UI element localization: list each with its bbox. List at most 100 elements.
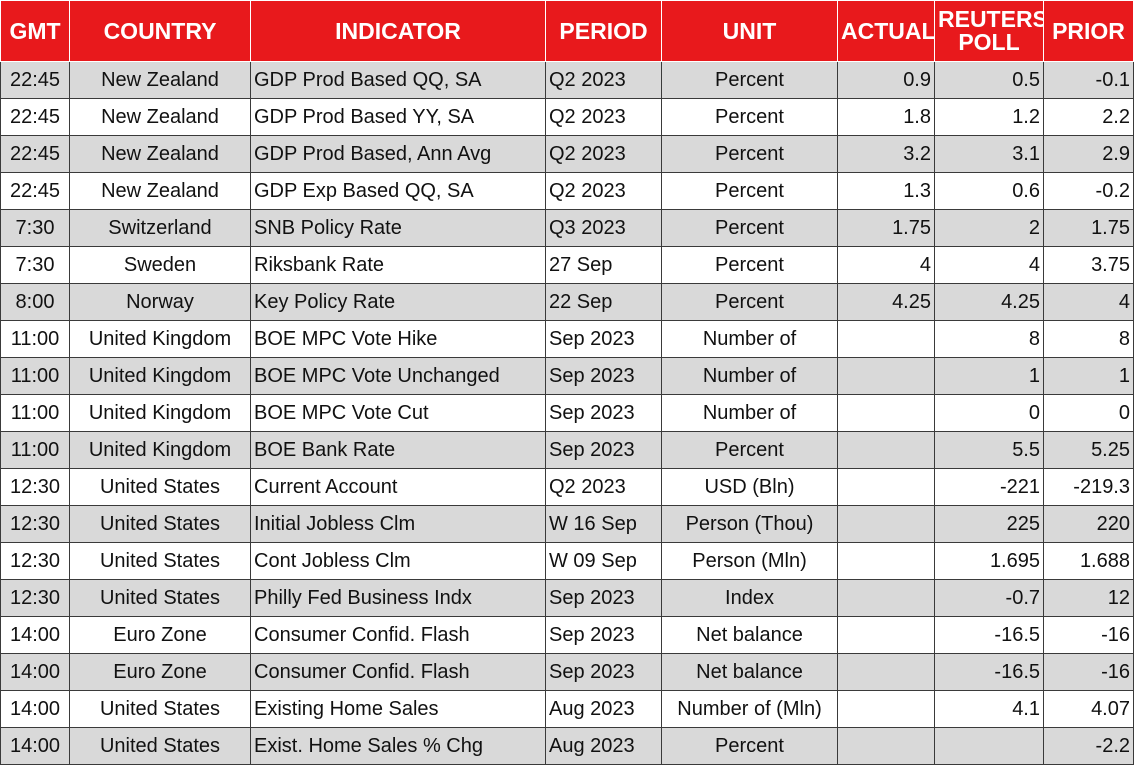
cell-actual xyxy=(837,579,935,617)
cell-prior: -16 xyxy=(1043,616,1134,654)
cell-actual xyxy=(837,616,935,654)
cell-prior: 12 xyxy=(1043,579,1134,617)
cell-country: New Zealand xyxy=(69,135,251,173)
cell-reuters-poll: 8 xyxy=(934,320,1044,358)
cell-country: United Kingdom xyxy=(69,431,251,469)
cell-indicator: GDP Exp Based QQ, SA xyxy=(250,172,546,210)
cell-unit: Percent xyxy=(661,135,838,173)
cell-reuters-poll: 2 xyxy=(934,209,1044,247)
cell-indicator: Consumer Confid. Flash xyxy=(250,653,546,691)
cell-prior: 0 xyxy=(1043,394,1134,432)
cell-indicator: GDP Prod Based YY, SA xyxy=(250,98,546,136)
header-unit: UNIT xyxy=(661,0,838,62)
cell-country: United Kingdom xyxy=(69,357,251,395)
cell-gmt: 12:30 xyxy=(0,468,70,506)
cell-actual xyxy=(837,431,935,469)
cell-gmt: 7:30 xyxy=(0,246,70,284)
cell-gmt: 12:30 xyxy=(0,542,70,580)
header-actual: ACTUAL xyxy=(837,0,935,62)
cell-prior: -2.2 xyxy=(1043,727,1134,765)
cell-unit: Percent xyxy=(661,283,838,321)
cell-prior: 8 xyxy=(1043,320,1134,358)
cell-prior: -0.2 xyxy=(1043,172,1134,210)
cell-gmt: 22:45 xyxy=(0,135,70,173)
cell-reuters-poll: 1.695 xyxy=(934,542,1044,580)
cell-reuters-poll: 4.1 xyxy=(934,690,1044,728)
cell-gmt: 12:30 xyxy=(0,579,70,617)
cell-gmt: 22:45 xyxy=(0,172,70,210)
cell-unit: Number of (Mln) xyxy=(661,690,838,728)
cell-unit: Percent xyxy=(661,246,838,284)
cell-unit: Person (Thou) xyxy=(661,505,838,543)
cell-reuters-poll: 0.6 xyxy=(934,172,1044,210)
cell-unit: Percent xyxy=(661,172,838,210)
cell-gmt: 14:00 xyxy=(0,616,70,654)
cell-reuters-poll: 1.2 xyxy=(934,98,1044,136)
cell-period: Q2 2023 xyxy=(545,172,662,210)
table-row: 22:45 New Zealand GDP Prod Based QQ, SA Q2 … xyxy=(0,61,1134,99)
cell-unit: Percent xyxy=(661,98,838,136)
cell-prior: 4.07 xyxy=(1043,690,1134,728)
table-row: 7:30 Switzerland SNB Policy Rate Q3 2023 Per… xyxy=(0,209,1134,247)
header-poll-line2: POLL xyxy=(958,29,1020,55)
cell-period: Sep 2023 xyxy=(545,616,662,654)
cell-indicator: Exist. Home Sales % Chg xyxy=(250,727,546,765)
cell-country: Sweden xyxy=(69,246,251,284)
table-row: 22:45 New Zealand GDP Exp Based QQ, SA Q2 2… xyxy=(0,172,1134,210)
cell-country: United States xyxy=(69,505,251,543)
table-row: 12:30 United States Current Account Q2 2023… xyxy=(0,468,1134,506)
header-period: PERIOD xyxy=(545,0,662,62)
cell-country: United States xyxy=(69,468,251,506)
cell-prior: -219.3 xyxy=(1043,468,1134,506)
cell-actual xyxy=(837,394,935,432)
cell-indicator: Cont Jobless Clm xyxy=(250,542,546,580)
cell-actual: 1.75 xyxy=(837,209,935,247)
cell-prior: 1 xyxy=(1043,357,1134,395)
cell-actual: 0.9 xyxy=(837,61,935,99)
cell-actual xyxy=(837,468,935,506)
cell-unit: Number of xyxy=(661,394,838,432)
header-row: GMT COUNTRY INDICATOR PERIOD UNIT ACTUAL… xyxy=(0,0,1134,62)
cell-gmt: 14:00 xyxy=(0,653,70,691)
table-row: 22:45 New Zealand GDP Prod Based YY, SA Q2 … xyxy=(0,98,1134,136)
cell-gmt: 11:00 xyxy=(0,320,70,358)
cell-period: W 09 Sep xyxy=(545,542,662,580)
cell-gmt: 7:30 xyxy=(0,209,70,247)
cell-actual: 3.2 xyxy=(837,135,935,173)
cell-unit: USD (Bln) xyxy=(661,468,838,506)
cell-country: New Zealand xyxy=(69,172,251,210)
cell-period: Sep 2023 xyxy=(545,394,662,432)
cell-actual: 1.8 xyxy=(837,98,935,136)
table-row: 11:00 United Kingdom BOE MPC Vote Unchange… xyxy=(0,357,1134,395)
cell-indicator: Key Policy Rate xyxy=(250,283,546,321)
cell-prior: 4 xyxy=(1043,283,1134,321)
cell-period: Sep 2023 xyxy=(545,431,662,469)
cell-actual xyxy=(837,542,935,580)
table-row: 7:30 Sweden Riksbank Rate 27 Sep Percent 4 4 3.… xyxy=(0,246,1134,284)
cell-actual xyxy=(837,320,935,358)
cell-gmt: 11:00 xyxy=(0,357,70,395)
table-body: 22:45 New Zealand GDP Prod Based QQ, SA Q2 … xyxy=(0,61,1134,765)
cell-reuters-poll: 4.25 xyxy=(934,283,1044,321)
cell-country: United Kingdom xyxy=(69,320,251,358)
cell-actual: 4.25 xyxy=(837,283,935,321)
cell-prior: 1.75 xyxy=(1043,209,1134,247)
cell-actual xyxy=(837,653,935,691)
cell-period: W 16 Sep xyxy=(545,505,662,543)
cell-unit: Percent xyxy=(661,209,838,247)
cell-unit: Number of xyxy=(661,320,838,358)
header-poll-line1: REUTERS xyxy=(938,6,1044,32)
cell-actual: 4 xyxy=(837,246,935,284)
cell-prior: 3.75 xyxy=(1043,246,1134,284)
cell-reuters-poll: 0 xyxy=(934,394,1044,432)
header-prior: PRIOR xyxy=(1043,0,1134,62)
cell-country: Switzerland xyxy=(69,209,251,247)
cell-country: United States xyxy=(69,727,251,765)
cell-unit: Person (Mln) xyxy=(661,542,838,580)
cell-gmt: 11:00 xyxy=(0,431,70,469)
cell-prior: 5.25 xyxy=(1043,431,1134,469)
cell-actual xyxy=(837,505,935,543)
cell-country: United States xyxy=(69,542,251,580)
cell-reuters-poll: 5.5 xyxy=(934,431,1044,469)
cell-reuters-poll: 4 xyxy=(934,246,1044,284)
